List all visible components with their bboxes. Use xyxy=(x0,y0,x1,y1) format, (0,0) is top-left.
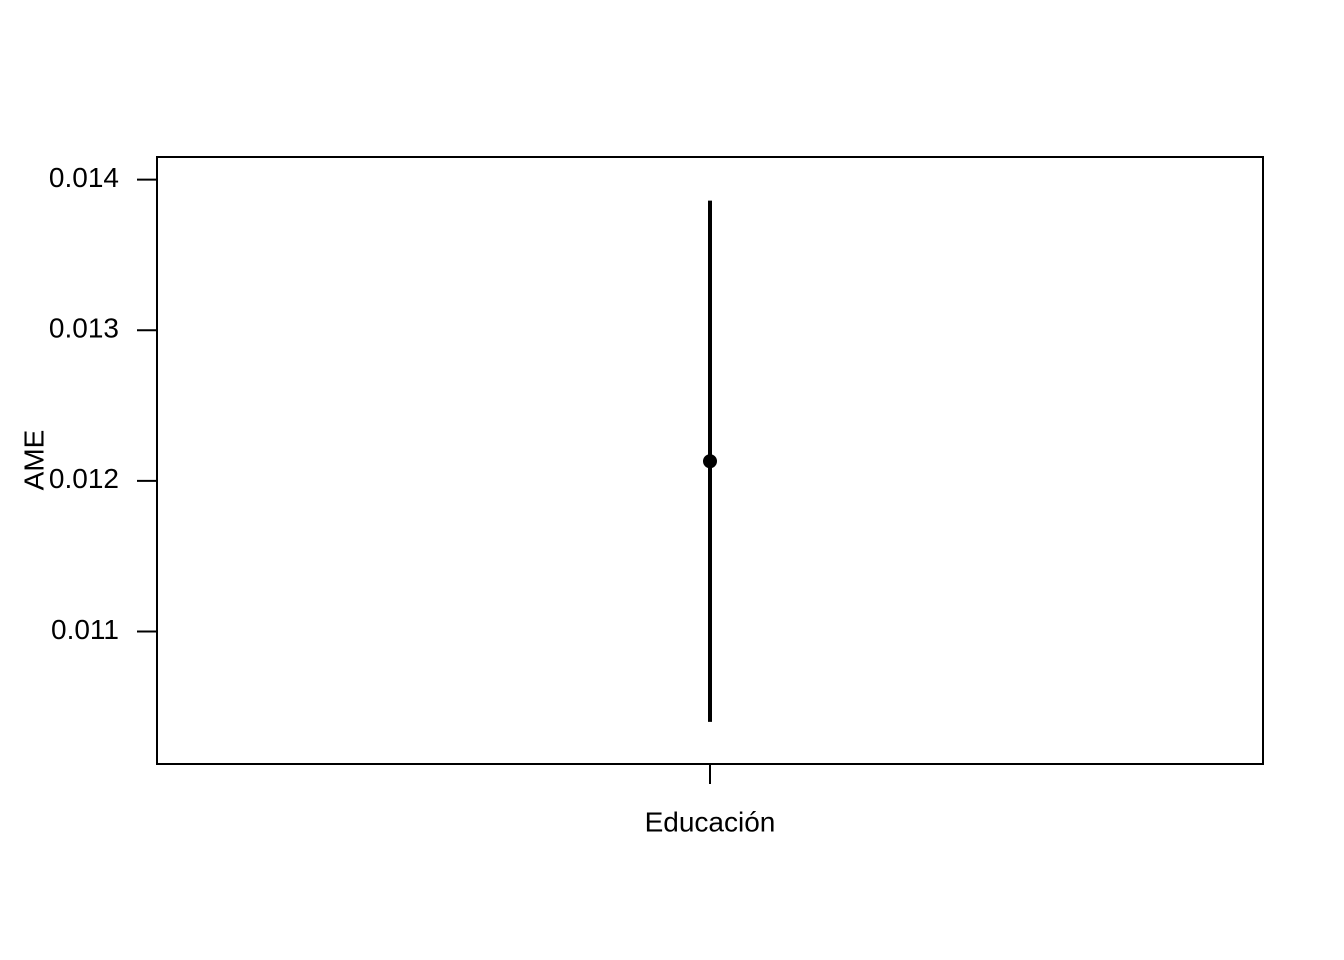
y-tick-label: 0.013 xyxy=(49,313,119,344)
chart-marks xyxy=(703,200,717,722)
x-axis: Educación xyxy=(645,764,776,837)
y-tick-label: 0.011 xyxy=(51,614,119,645)
estimate-point xyxy=(703,454,717,469)
x-tick-label: Educación xyxy=(645,806,776,837)
y-axis: 0.011 0.012 0.013 0.014 xyxy=(49,162,157,645)
y-axis-label: AME xyxy=(18,430,49,491)
y-tick-label: 0.012 xyxy=(49,463,119,494)
y-tick-label: 0.014 xyxy=(49,162,119,193)
